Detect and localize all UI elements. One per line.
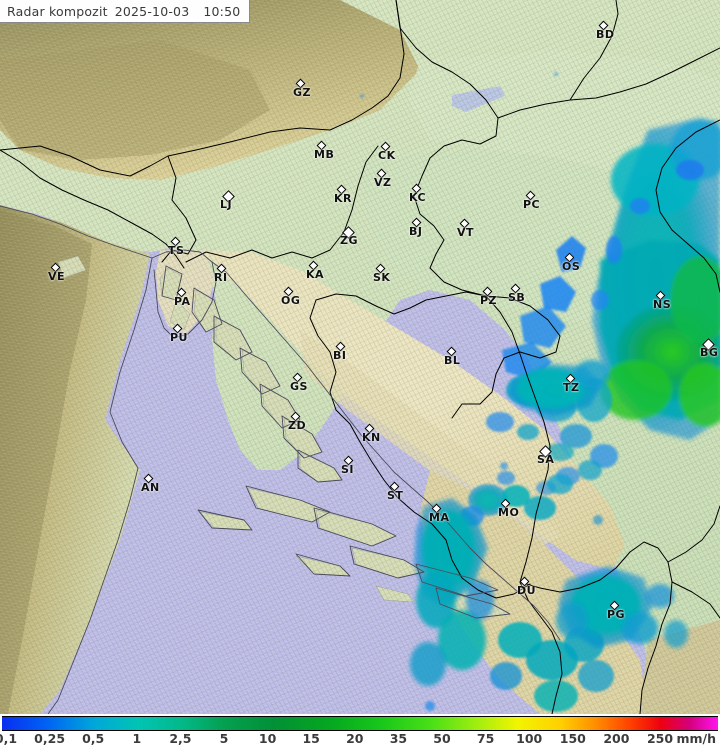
station-label: SB	[508, 291, 526, 304]
legend-colorbar: mm/h 0,1 0,25 0,5 1 2,5 5 10 15 20 35 50 75 100 150 20…	[0, 714, 720, 751]
station-label: CK	[378, 149, 396, 162]
border-bosnia-west	[309, 299, 531, 599]
border-italy-austria	[0, 149, 167, 245]
border-kosovo-south	[671, 581, 720, 619]
legend-tick: 35	[389, 731, 408, 746]
station-label: SK	[373, 271, 391, 284]
echo-detail-northeast	[591, 160, 704, 310]
legend-unit: mm/h	[676, 731, 716, 746]
station-label: KR	[334, 192, 352, 205]
border-bosnia-east	[485, 295, 551, 583]
station-label: OS	[562, 260, 581, 273]
legend-tick: 75	[476, 731, 495, 746]
legend-tick: 5	[219, 731, 229, 746]
station-label: PZ	[480, 294, 498, 307]
radar-echo-layer	[360, 72, 720, 712]
station-label: SI	[341, 463, 355, 476]
legend-tick-labels: mm/h 0,1 0,25 0,5 1 2,5 5 10 15 20 35 50 75 100 150 20…	[0, 730, 720, 751]
echo-cluster-northeast	[592, 118, 720, 440]
border-serbia-south	[667, 505, 720, 563]
station-label: BD	[596, 28, 615, 41]
legend-tick: 50	[433, 731, 451, 746]
station-label: MO	[498, 506, 520, 519]
legend-tick: 20	[346, 731, 364, 746]
title-label: Radar kompozit 2025-10-03 10:50	[7, 4, 240, 19]
border-slovenia-croatia	[185, 145, 379, 263]
station-label: BJ	[409, 225, 423, 238]
border-hungary-croatia-serbia	[395, 0, 561, 419]
station-label: OG	[281, 294, 301, 307]
apennine-coast	[0, 205, 150, 714]
legend-tick: 200	[603, 731, 630, 746]
title-bar: Radar kompozit 2025-10-03 10:50	[0, 0, 251, 23]
station-label: GS	[290, 380, 308, 393]
map-canvas[interactable]: BD GZ MB CK VZ LJ KR KC PC ZG BJ VT TS KA SK OS VE RI PA OG…	[0, 0, 720, 714]
alpine-core	[0, 40, 270, 160]
title-product: Radar kompozit	[7, 3, 108, 19]
legend-tick: 15	[302, 731, 320, 746]
station-label: VT	[457, 226, 475, 239]
station-label: RI	[214, 271, 228, 284]
legend-tick: 250	[646, 731, 674, 746]
station-label: PA	[174, 295, 191, 308]
adriatic-islands	[57, 255, 511, 619]
radar-echo-shapes	[360, 72, 720, 712]
legend-tick: 0,5	[82, 731, 105, 746]
station-label: PU	[170, 331, 188, 344]
station-label: VE	[48, 270, 66, 283]
station-label: MA	[429, 511, 450, 524]
border-hungary-serbia	[497, 47, 720, 119]
legend-tick: 2,5	[169, 731, 192, 746]
lake-balaton	[452, 86, 505, 112]
station-label: AN	[141, 481, 160, 494]
station-label: PC	[523, 198, 541, 211]
border-montenegro	[519, 541, 673, 714]
border-italy-slovenia	[165, 243, 185, 269]
border-paths	[0, 0, 720, 714]
title-date: 2025-10-03	[114, 3, 190, 19]
intensity-gradient-bar	[2, 716, 718, 731]
echo-scattered-bosnia	[497, 424, 602, 495]
coastline-group	[0, 205, 561, 714]
border-austria-north	[0, 0, 405, 177]
borders-layer	[0, 0, 720, 714]
station-label: ST	[387, 489, 404, 502]
station-label: KC	[409, 191, 427, 204]
station-label: KN	[362, 431, 381, 444]
station-label: ZD	[288, 419, 307, 432]
station-label: TZ	[563, 381, 580, 394]
station-label: GZ	[293, 86, 312, 99]
station-label: BI	[333, 349, 347, 362]
apennine-ridge	[0, 210, 92, 714]
legend-tick: 0,1	[0, 731, 18, 746]
station-label: ZG	[340, 234, 359, 247]
station-label: BL	[444, 354, 461, 367]
station-label: NS	[653, 298, 672, 311]
legend-tick: 1	[132, 731, 142, 746]
station-marker-layer: BD GZ MB CK VZ LJ KR KC PC ZG BJ VT TS KA SK OS VE RI PA OG…	[48, 20, 719, 621]
legend-tick: 100	[516, 731, 543, 746]
station-label: BG	[700, 346, 719, 359]
se-corner-land	[640, 620, 720, 714]
station-label: VZ	[374, 176, 392, 189]
station-label: DU	[517, 584, 537, 597]
border-hungary-romania	[569, 0, 619, 101]
station-label: MB	[314, 148, 335, 161]
title-time: 10:50	[203, 3, 241, 19]
station-label: TS	[168, 244, 185, 257]
echo-cluster-podgorica	[556, 566, 688, 648]
legend-tick: 150	[559, 731, 586, 746]
echo-isolated-cells	[360, 72, 603, 711]
legend-tick: 10	[258, 731, 277, 746]
station-label: LJ	[220, 198, 233, 211]
station-label: KA	[306, 268, 325, 281]
border-serbia-romania	[655, 119, 720, 293]
station-label: SA	[537, 453, 555, 466]
legend-tick: 0,25	[34, 731, 66, 746]
border-sava-north	[315, 291, 487, 315]
station-label: PG	[607, 608, 626, 621]
